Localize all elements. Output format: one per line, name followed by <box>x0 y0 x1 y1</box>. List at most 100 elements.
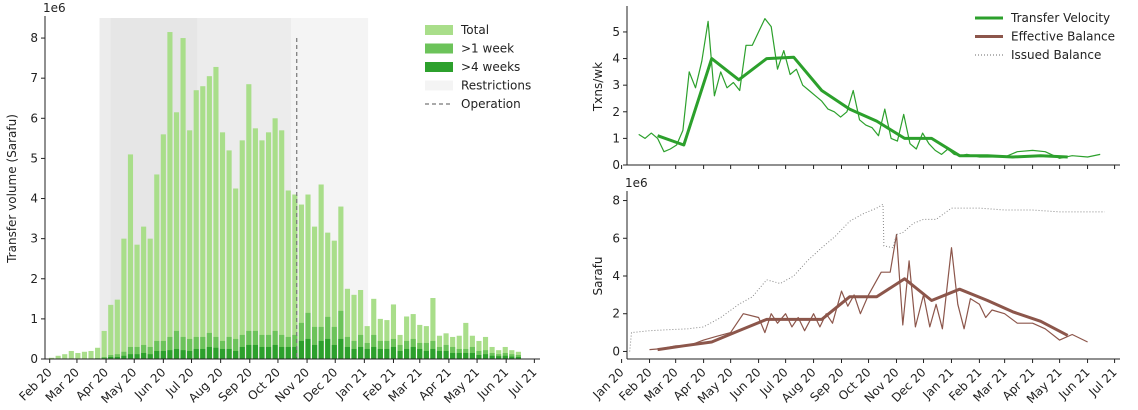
bar-total <box>141 226 147 359</box>
bar--1-week <box>114 354 120 359</box>
bar--1-week <box>147 346 153 359</box>
bar--4-weeks <box>496 356 502 359</box>
bar--1-week <box>206 332 212 359</box>
bar--4-weeks <box>325 338 331 359</box>
bar-total <box>134 244 140 359</box>
bar-total <box>377 318 383 359</box>
bar--4-weeks <box>338 338 344 359</box>
y-axis-label: Sarafu <box>591 256 605 295</box>
bar--4-weeks <box>397 350 403 359</box>
bar-total <box>206 76 212 359</box>
bar-total <box>292 194 298 359</box>
bar--4-weeks <box>417 348 423 359</box>
bar--4-weeks <box>265 346 272 359</box>
bar--4-weeks <box>226 348 232 359</box>
y-tick-label: 8 <box>612 194 620 208</box>
bar-total <box>423 326 429 359</box>
bar-total <box>127 154 134 359</box>
bar--1-week <box>141 344 147 359</box>
bar--1-week <box>312 326 318 359</box>
bar-total <box>430 298 436 359</box>
x-tick-label: Jul 21 <box>505 365 539 399</box>
y-tick-label: 3 <box>30 232 38 246</box>
bar--1-week <box>180 336 186 359</box>
bar-total <box>108 304 114 359</box>
legend-label: Issued Balance <box>1011 48 1101 62</box>
bar-total <box>246 84 252 359</box>
bar-total <box>384 320 390 359</box>
bar--4-weeks <box>404 348 410 359</box>
bar--1-week <box>305 312 311 359</box>
y-tick-label: 0 <box>30 352 38 366</box>
bar--4-weeks <box>450 352 456 359</box>
bar-total <box>404 316 410 359</box>
bar--4-weeks <box>463 352 469 359</box>
legend-label: Restrictions <box>461 79 531 93</box>
bar--4-weeks <box>108 356 114 359</box>
bar--4-weeks <box>246 344 252 359</box>
bar--1-week <box>101 356 107 359</box>
y-tick-label: 6 <box>612 231 620 245</box>
bar--4-weeks <box>305 338 311 359</box>
bar-total <box>265 132 272 359</box>
x-tick-label: Jun 21 <box>1055 365 1092 402</box>
y-tick-label: 0 <box>612 158 620 172</box>
legend-swatch <box>425 62 453 72</box>
bar-total <box>200 86 206 359</box>
bar--4-weeks <box>160 350 166 359</box>
y-tick-label: 0 <box>612 344 620 358</box>
bar--4-weeks <box>252 344 258 359</box>
bar-total <box>239 140 245 359</box>
bar-total <box>417 324 423 359</box>
bar--4-weeks <box>298 340 304 359</box>
bar--4-weeks <box>377 348 383 359</box>
bar--4-weeks <box>384 348 390 359</box>
bar--1-week <box>226 336 232 359</box>
bar-total <box>371 298 377 359</box>
legend-label: Total <box>460 23 489 37</box>
bar--1-week <box>167 336 173 359</box>
bar--4-weeks <box>515 356 521 359</box>
legend-label: Transfer Velocity <box>1010 11 1110 25</box>
bar--4-weeks <box>200 348 206 359</box>
bar-total <box>259 140 265 359</box>
bar--4-weeks <box>219 348 226 359</box>
bar-total <box>358 289 364 359</box>
bar-total <box>193 90 199 359</box>
y-tick-label: 2 <box>30 272 38 286</box>
bar-total <box>114 299 120 359</box>
bar--4-weeks <box>193 348 199 359</box>
bar-total <box>233 188 239 359</box>
bar--4-weeks <box>358 346 364 359</box>
bar--4-weeks <box>469 352 475 359</box>
y-axis-multiplier: 1e6 <box>625 176 648 190</box>
bar-total <box>476 340 482 359</box>
bar--1-week <box>173 330 180 359</box>
bar--1-week <box>338 310 344 359</box>
bar-total <box>147 238 153 359</box>
bar--4-weeks <box>213 347 219 359</box>
bar--4-weeks <box>134 354 140 359</box>
bar--4-weeks <box>482 354 489 359</box>
bar--1-week <box>193 336 199 359</box>
bar--4-weeks <box>173 348 180 359</box>
velocity-line <box>657 55 1068 159</box>
bar--4-weeks <box>312 344 318 359</box>
bar-total <box>121 238 127 359</box>
bar--4-weeks <box>509 356 515 359</box>
x-tick-label: Jun 20 <box>726 365 763 402</box>
bar--4-weeks <box>410 346 416 359</box>
bar-total <box>338 206 344 359</box>
bar-total <box>252 128 258 359</box>
y-tick-label: 5 <box>612 25 620 39</box>
bar--1-week <box>121 351 127 359</box>
bar--4-weeks <box>456 352 462 359</box>
legend-label: Operation <box>461 97 521 111</box>
bar--1-week <box>325 316 331 359</box>
bar-total <box>167 32 173 360</box>
bar-total <box>68 350 74 359</box>
bar--4-weeks <box>430 348 436 359</box>
bar-total <box>325 232 331 359</box>
y-tick-label: 5 <box>30 151 38 165</box>
